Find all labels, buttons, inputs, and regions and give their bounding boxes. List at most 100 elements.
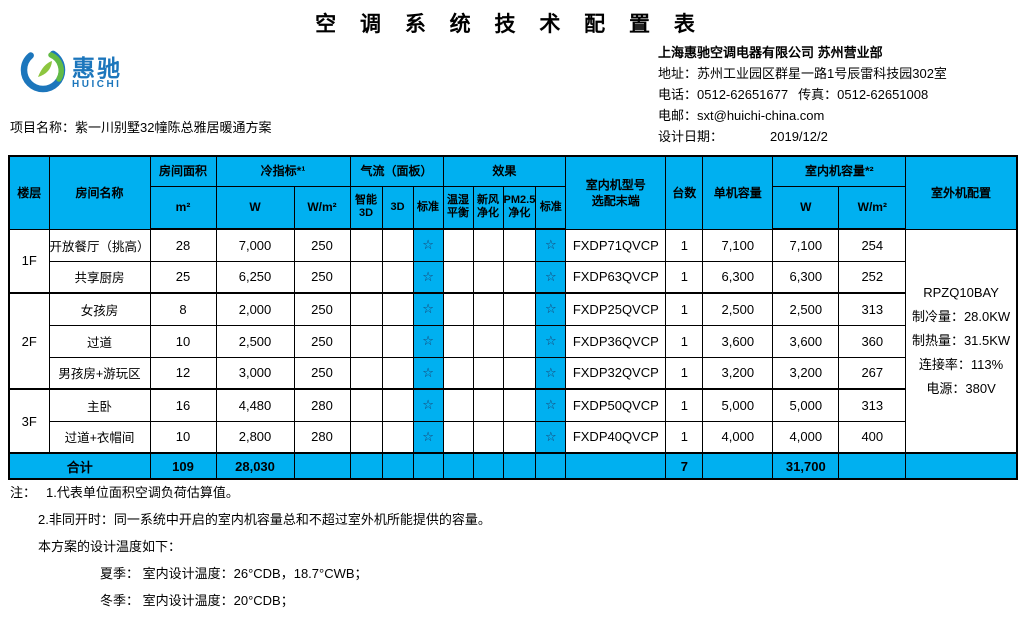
cell-cap-w: 4,000	[772, 420, 840, 454]
cell-cool-w: 2,800	[215, 420, 295, 454]
cell-cool-w: 2,000	[215, 292, 295, 326]
design-date: 设计日期： 2019/12/2	[658, 126, 1018, 147]
cell-unit-capacity: 2,500	[702, 292, 774, 326]
cell-effect-standard-star: ☆	[535, 420, 567, 454]
cell-floor: 3F	[8, 388, 50, 454]
header-cap-w: W	[772, 185, 840, 230]
company-info: 上海惠驰空调电器有限公司 苏州营业部 地址：苏州工业园区群星一路1号辰雷科技园3…	[658, 42, 1018, 147]
table-row: 共享厨房 25 6,250 250 ☆ ☆ FXDP63QVCP 1 6,300…	[9, 260, 1017, 294]
company-logo: 惠驰 HUICHI	[18, 44, 122, 101]
cell-cool-w: 6,250	[215, 260, 295, 294]
table-row: 过道+衣帽间 10 2,800 280 ☆ ☆ FXDP40QVCP 1 4,0…	[9, 420, 1017, 454]
cell-count: 1	[665, 356, 704, 390]
cell-room: 过道+衣帽间	[48, 420, 151, 454]
outdoor-power: 电源：380V	[926, 380, 996, 396]
header-count: 台数	[665, 155, 704, 230]
total-cool-w: 28,030	[215, 452, 295, 480]
footnotes: 注： 1.代表单位面积空调负荷估算值。 2.非同开时：同一系统中开启的室内机容量总…	[10, 486, 491, 620]
cell-cap-wm: 400	[838, 420, 907, 454]
email-label: 电邮：	[658, 108, 698, 123]
cell-cool-wm: 250	[293, 324, 351, 358]
project-name-label: 项目名称：	[10, 120, 76, 135]
cell-unit-capacity: 3,600	[702, 324, 774, 358]
company-email: 电邮：sxt@huichi-china.com	[658, 105, 1018, 126]
header-effect-pm25: PM2.5净化	[502, 185, 537, 230]
cell-unit-capacity: 5,000	[702, 388, 774, 422]
cell-floor: 1F	[8, 228, 50, 294]
cell-room: 女孩房	[48, 292, 151, 326]
cell-model: FXDP32QVCP	[565, 356, 667, 390]
table-row: 3F 主卧 16 4,480 280 ☆ ☆ FXDP50QVCP 1 5,00…	[8, 388, 1017, 454]
header-cool-wm2: W/m²	[293, 185, 351, 230]
cell-cap-wm: 252	[838, 260, 907, 294]
cell-area: 25	[149, 260, 217, 294]
cell-count: 1	[665, 388, 704, 422]
cell-room: 男孩房+游玩区	[48, 356, 151, 390]
total-cap-w: 31,700	[772, 452, 840, 480]
cell-airflow-standard-star: ☆	[412, 388, 444, 422]
config-table: 楼层 房间名称 房间面积 冷指标*¹ 气流（面板） 效果 室内机型号 选配末端 …	[8, 155, 1018, 480]
cell-effect-standard-star: ☆	[535, 388, 567, 422]
cell-count: 1	[665, 420, 704, 454]
cell-count: 1	[665, 228, 704, 262]
cell-airflow-standard-star: ☆	[412, 260, 444, 294]
cell-cool-w: 4,480	[215, 388, 295, 422]
note-2: 2.非同开时：同一系统中开启的室内机容量总和不超过室外机所能提供的容量。	[38, 512, 491, 527]
page-title: 空 调 系 统 技 术 配 置 表	[315, 13, 704, 36]
cell-model: FXDP50QVCP	[565, 388, 667, 422]
total-row: 合计 109 28,030 7 31,700	[8, 452, 1018, 480]
cell-cool-w: 3,000	[215, 356, 295, 390]
company-phone-fax: 电话：0512-62651677 传真：0512-62651008	[658, 84, 1018, 105]
company-address: 地址：苏州工业园区群星一路1号辰雷科技园302室	[658, 63, 1018, 84]
cell-room: 共享厨房	[48, 260, 151, 294]
cell-cap-wm: 313	[838, 292, 907, 326]
header-model: 室内机型号 选配末端	[565, 155, 667, 230]
header-area-unit: m²	[149, 185, 217, 230]
cell-effect-fresh	[472, 228, 504, 262]
cell-airflow-3d	[381, 228, 414, 262]
cell-cap-wm: 267	[838, 356, 907, 390]
cell-cool-wm: 250	[293, 228, 351, 262]
header-airflow-3d: 3D	[381, 185, 414, 230]
cell-area: 28	[149, 228, 217, 262]
header-effect-humidity: 温湿平衡	[442, 185, 474, 230]
fax-value: 0512-62651008	[837, 87, 929, 102]
cell-area: 10	[149, 420, 217, 454]
cell-effect-pm25	[502, 228, 537, 262]
cell-cool-wm: 250	[293, 260, 351, 294]
cell-area: 8	[149, 292, 217, 326]
total-count: 7	[665, 452, 704, 480]
header-effect: 效果	[442, 155, 567, 187]
note-summer-temp: 夏季： 室内设计温度：26°CDB，18.7°CWB；	[100, 566, 368, 581]
cell-cool-wm: 250	[293, 356, 351, 390]
header-airflow: 气流（面板）	[349, 155, 444, 187]
note-design-temp-title: 本方案的设计温度如下：	[38, 539, 182, 554]
header-area: 房间面积	[149, 155, 217, 187]
project-name-value: 紫一川别墅32幢陈总雅居暖通方案	[75, 120, 272, 135]
header-room: 房间名称	[48, 155, 151, 230]
cell-effect-humidity	[442, 228, 474, 262]
logo-cn-label: 惠驰	[72, 54, 122, 81]
header-outdoor: 室外机配置	[905, 155, 1018, 230]
cell-model: FXDP63QVCP	[565, 260, 667, 294]
cell-cool-wm: 250	[293, 292, 351, 326]
cell-effect-standard-star: ☆	[535, 260, 567, 294]
cell-airflow-standard-star: ☆	[412, 356, 444, 390]
header-airflow-standard: 标准	[412, 185, 444, 230]
header-effect-fresh-air: 新风净化	[472, 185, 504, 230]
note-1-text: 1.代表单位面积空调负荷估算值。	[46, 485, 239, 500]
cell-effect-standard-star: ☆	[535, 228, 567, 262]
phone-value: 0512-62651677	[697, 87, 789, 102]
address-label: 地址：	[658, 66, 698, 81]
total-area: 109	[149, 452, 217, 480]
table-row: 1F 开放餐厅（挑高） 28 7,000 250 ☆ ☆ FXDP71QVCP …	[8, 228, 1018, 454]
huichi-swirl-icon	[18, 44, 68, 101]
cell-cap-w: 5,000	[772, 388, 840, 422]
header-effect-standard: 标准	[535, 185, 567, 230]
cell-cool-w: 2,500	[215, 324, 295, 358]
cell-area: 10	[149, 324, 217, 358]
cell-model: FXDP40QVCP	[565, 420, 667, 454]
note-winter-temp: 冬季： 室内设计温度：20°CDB；	[100, 593, 294, 608]
outdoor-heating: 制热量：31.5KW	[911, 332, 1011, 348]
